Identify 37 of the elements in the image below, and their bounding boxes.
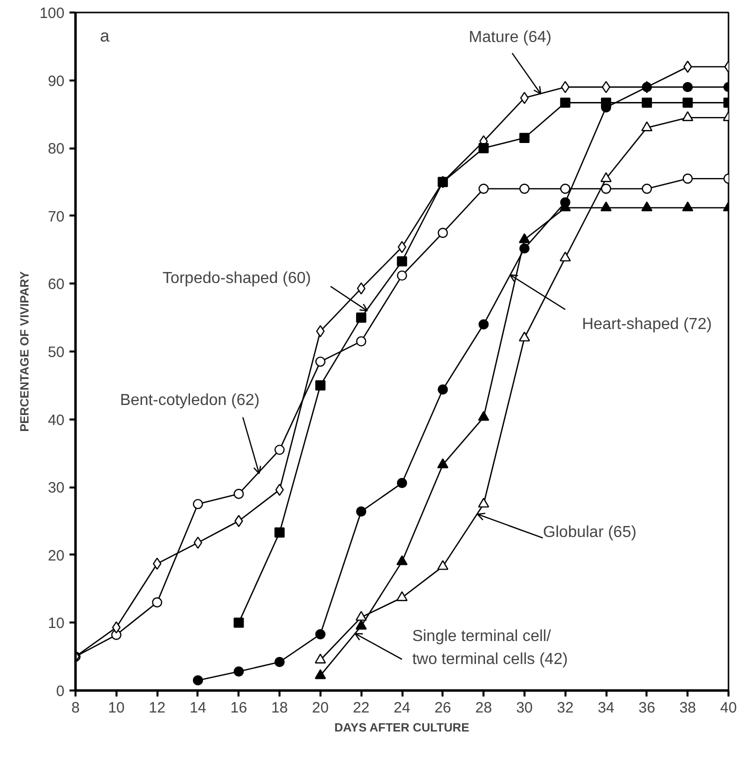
x-tick-label: 22	[352, 700, 370, 716]
y-tick-label: 100	[39, 5, 65, 22]
annotation: Single terminal cell/ two terminal cells (42)	[412, 628, 568, 668]
y-tick-label: 70	[48, 208, 65, 226]
y-tick-label: 60	[48, 276, 65, 294]
annotation: Bent-cotyledon (62)	[120, 392, 260, 409]
y-tick-label: 40	[48, 412, 65, 429]
x-tick-label: 40	[720, 700, 737, 716]
annotation: a	[100, 26, 110, 46]
annotation: Torpedo-shaped (60)	[162, 270, 311, 287]
x-tick-label: 12	[148, 700, 166, 716]
y-tick-label: 90	[48, 72, 65, 90]
x-tick-label: 10	[108, 700, 125, 716]
y-tick-label: 20	[48, 547, 65, 564]
x-tick-label: 32	[556, 700, 574, 716]
x-tick-label: 28	[475, 700, 492, 716]
y-tick-label: 50	[48, 344, 65, 361]
x-tick-label: 36	[638, 700, 656, 716]
x-axis-title: DAYS AFTER CULTURE	[334, 720, 470, 734]
annotation: Mature (64)	[468, 29, 552, 46]
annotation: Heart-shaped (72)	[582, 316, 712, 333]
x-tick-label: 16	[230, 700, 248, 716]
x-tick-label: 18	[271, 700, 288, 716]
x-tick-label: 26	[434, 700, 452, 716]
annotation: Globular (65)	[543, 524, 636, 542]
x-tick-label: 30	[516, 700, 533, 716]
x-tick-label: 20	[312, 700, 329, 716]
x-tick-label: 14	[190, 700, 206, 716]
y-tick-label: 0	[56, 683, 64, 700]
y-tick-label: 10	[48, 615, 65, 632]
x-tick-label: 34	[598, 700, 614, 716]
y-axis-title: PERCENTAGE OF VIVIPARY	[17, 271, 32, 432]
x-tick-label: 8	[71, 700, 80, 716]
y-tick-label: 80	[48, 140, 65, 158]
x-tick-label: 24	[394, 700, 410, 716]
y-tick-label: 30	[48, 480, 65, 497]
x-tick-label: 38	[679, 700, 696, 716]
